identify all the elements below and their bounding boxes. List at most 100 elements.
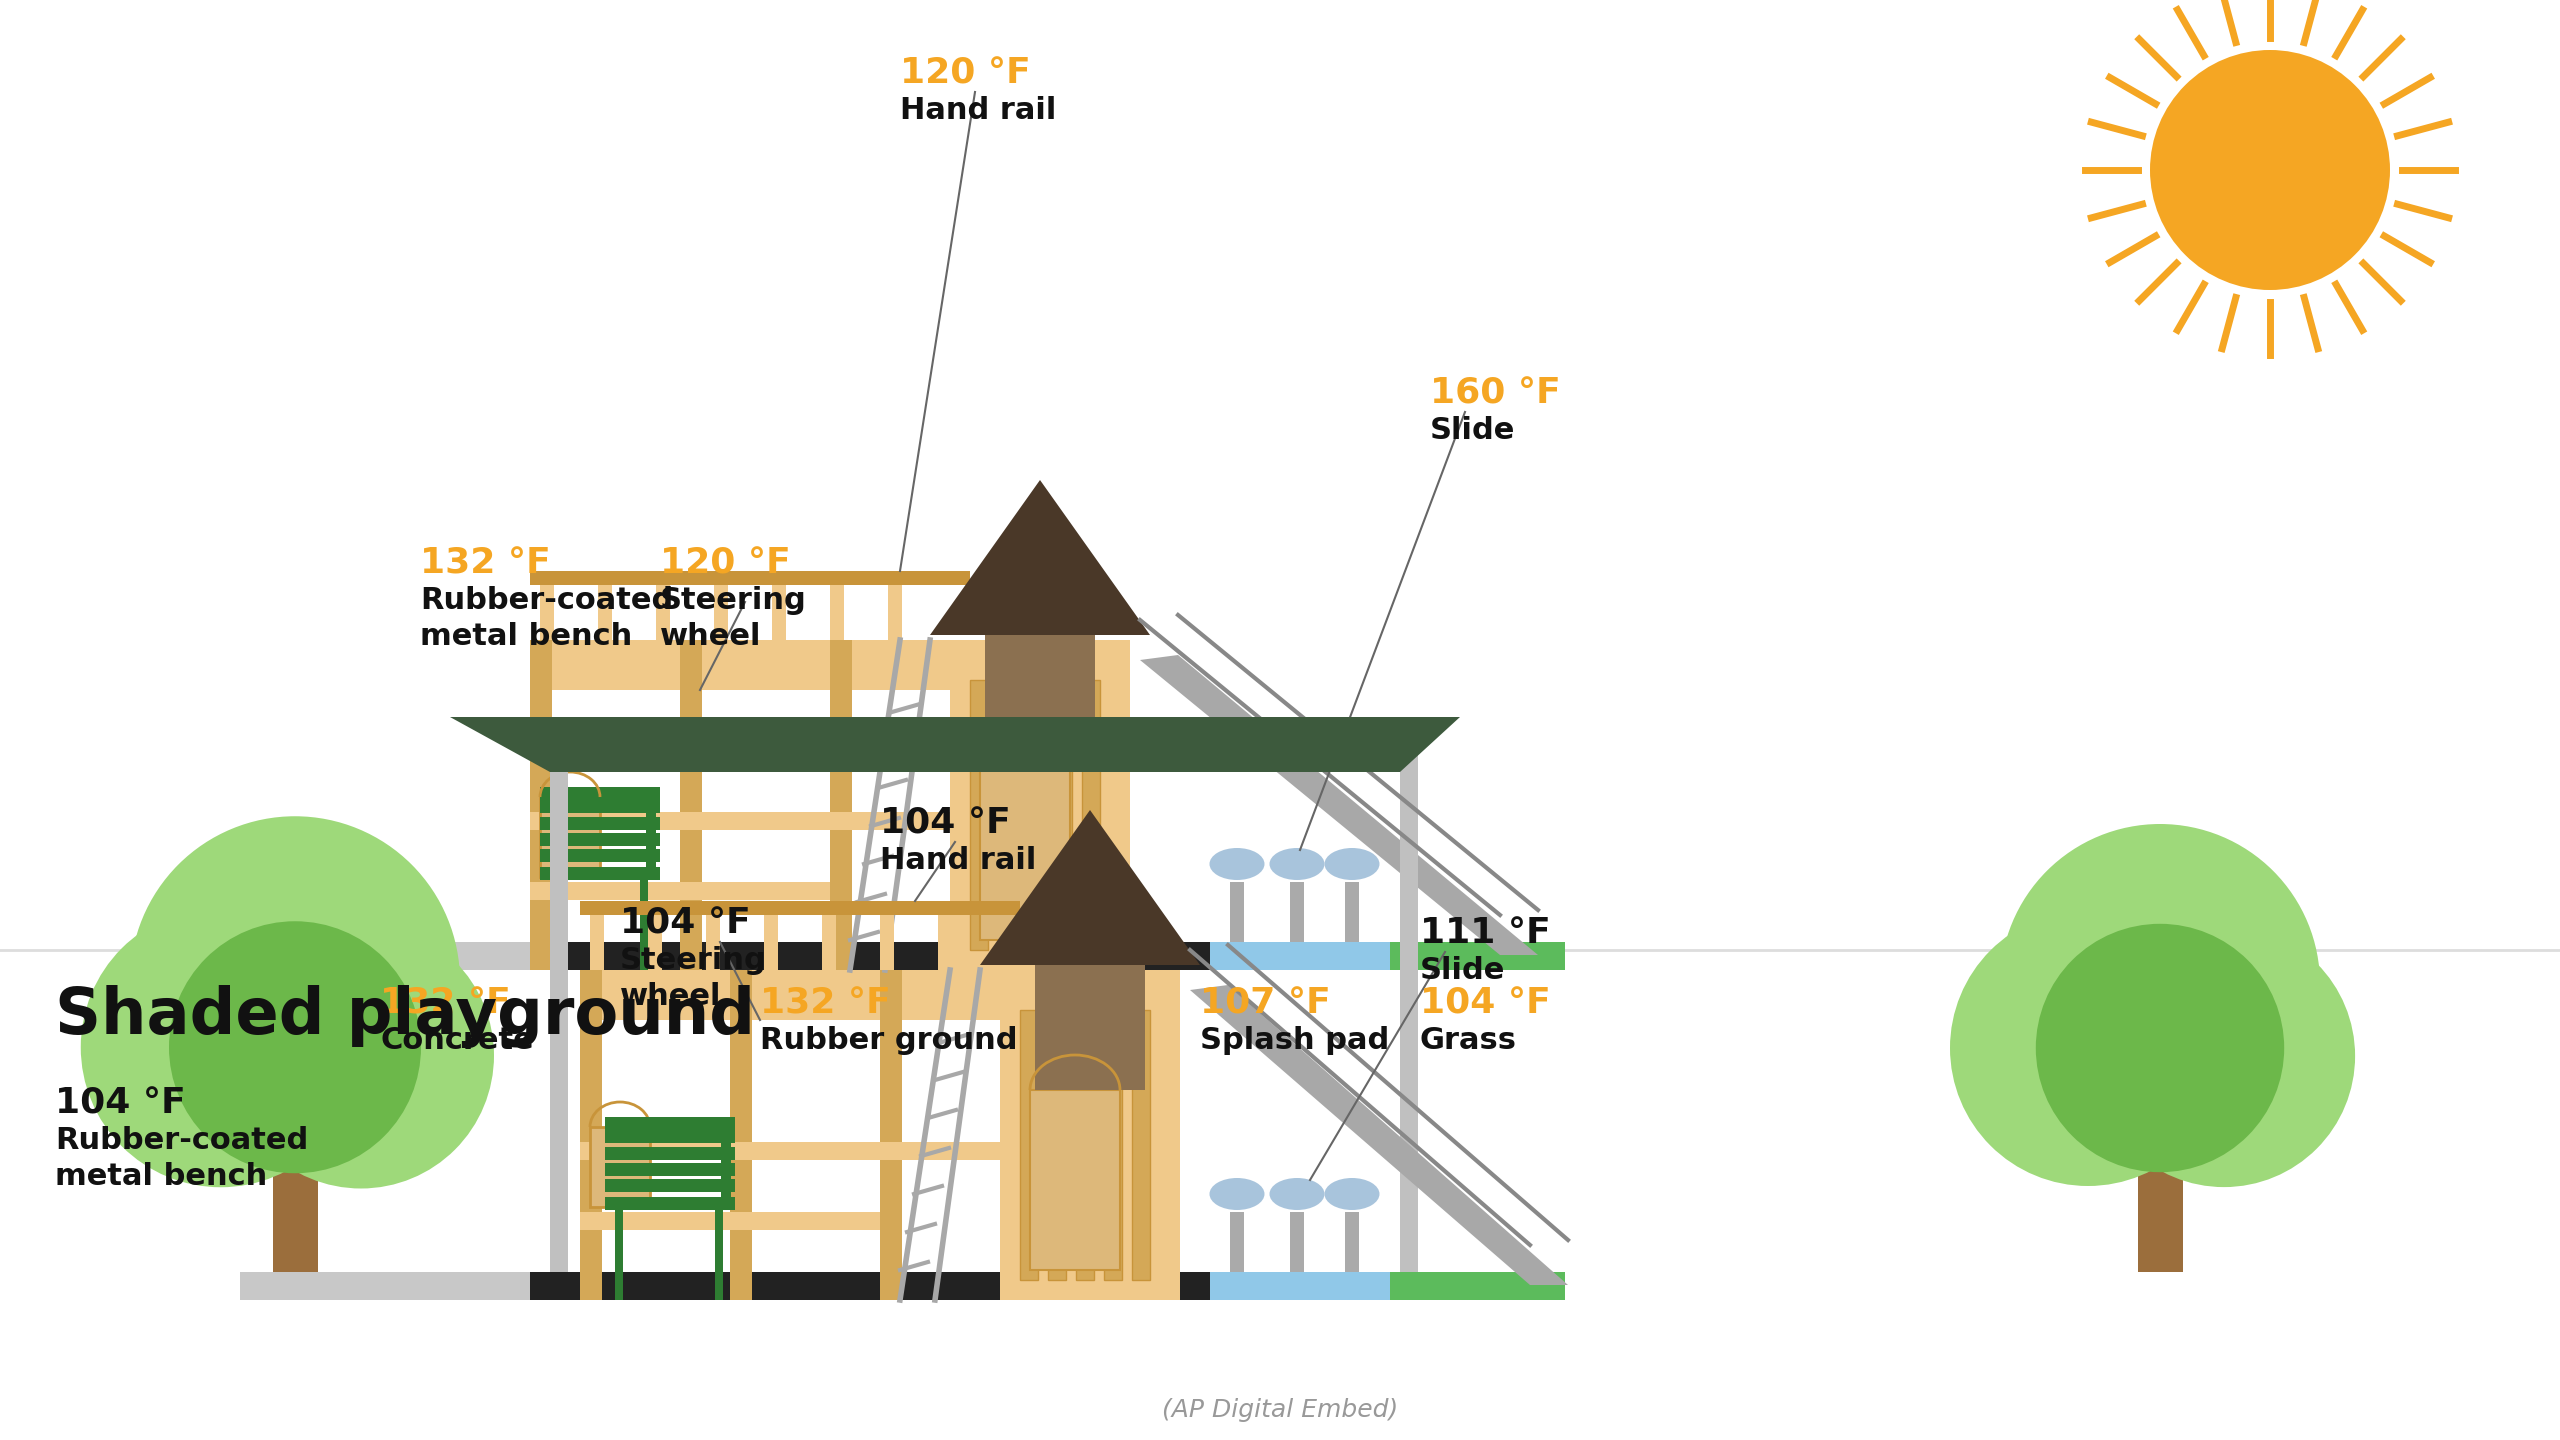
FancyBboxPatch shape (589, 1128, 650, 1207)
FancyBboxPatch shape (1029, 1090, 1119, 1270)
FancyBboxPatch shape (581, 901, 1019, 914)
Circle shape (131, 816, 461, 1146)
FancyBboxPatch shape (640, 880, 648, 971)
FancyBboxPatch shape (589, 910, 604, 971)
FancyBboxPatch shape (986, 631, 1096, 760)
Circle shape (2094, 924, 2355, 1187)
FancyBboxPatch shape (604, 1197, 735, 1210)
FancyBboxPatch shape (1001, 971, 1180, 1300)
FancyBboxPatch shape (1290, 881, 1303, 942)
Ellipse shape (1324, 848, 1380, 880)
Ellipse shape (1208, 848, 1265, 880)
FancyBboxPatch shape (530, 1272, 1211, 1300)
FancyBboxPatch shape (604, 1148, 735, 1161)
Text: 104 °F: 104 °F (54, 1086, 187, 1120)
FancyBboxPatch shape (1027, 680, 1044, 950)
Ellipse shape (1324, 1178, 1380, 1210)
FancyBboxPatch shape (530, 639, 980, 690)
Text: Shaded playground: Shaded playground (54, 985, 755, 1048)
FancyBboxPatch shape (1047, 1009, 1065, 1280)
FancyBboxPatch shape (1344, 1212, 1359, 1272)
Text: 111 °F: 111 °F (1421, 916, 1551, 950)
FancyBboxPatch shape (1229, 881, 1244, 942)
FancyBboxPatch shape (714, 580, 727, 639)
FancyBboxPatch shape (1290, 1212, 1303, 1272)
FancyBboxPatch shape (1400, 744, 1418, 1272)
FancyBboxPatch shape (540, 801, 660, 814)
FancyBboxPatch shape (550, 880, 558, 971)
FancyBboxPatch shape (2138, 1071, 2184, 1272)
Text: 107 °F: 107 °F (1201, 986, 1331, 1020)
FancyBboxPatch shape (241, 942, 530, 971)
Circle shape (169, 922, 420, 1174)
FancyBboxPatch shape (1019, 1009, 1037, 1280)
Text: 132 °F: 132 °F (420, 546, 550, 580)
FancyBboxPatch shape (1103, 1009, 1121, 1280)
FancyBboxPatch shape (655, 580, 671, 639)
FancyBboxPatch shape (881, 971, 901, 1300)
Circle shape (1951, 910, 2227, 1187)
Text: Rubber-coated
metal bench: Rubber-coated metal bench (420, 586, 673, 651)
FancyBboxPatch shape (1034, 960, 1144, 1090)
FancyBboxPatch shape (950, 639, 1129, 971)
Polygon shape (1190, 985, 1567, 1284)
Ellipse shape (1208, 1178, 1265, 1210)
FancyBboxPatch shape (822, 910, 837, 971)
Polygon shape (1139, 655, 1539, 955)
Text: (AP Digital Embed): (AP Digital Embed) (1162, 1398, 1398, 1423)
FancyBboxPatch shape (540, 867, 660, 880)
Text: Hand rail: Hand rail (901, 96, 1057, 125)
FancyBboxPatch shape (540, 816, 660, 829)
FancyBboxPatch shape (599, 580, 612, 639)
FancyBboxPatch shape (530, 881, 829, 900)
FancyBboxPatch shape (581, 971, 602, 1300)
Circle shape (82, 907, 361, 1187)
Text: 120 °F: 120 °F (901, 56, 1032, 91)
FancyBboxPatch shape (829, 639, 852, 971)
FancyBboxPatch shape (540, 788, 660, 801)
FancyBboxPatch shape (722, 1125, 732, 1210)
Text: Grass: Grass (1421, 1025, 1518, 1056)
FancyBboxPatch shape (530, 572, 970, 585)
Ellipse shape (1270, 1178, 1324, 1210)
Circle shape (228, 923, 494, 1188)
FancyBboxPatch shape (645, 801, 655, 880)
Text: Splash pad: Splash pad (1201, 1025, 1390, 1056)
FancyBboxPatch shape (998, 680, 1016, 950)
FancyBboxPatch shape (980, 760, 1070, 940)
FancyBboxPatch shape (707, 910, 719, 971)
FancyBboxPatch shape (1083, 680, 1101, 950)
Text: Rubber-coated
metal bench: Rubber-coated metal bench (54, 1126, 307, 1191)
Text: 132 °F: 132 °F (379, 986, 512, 1020)
FancyBboxPatch shape (581, 1142, 1029, 1161)
FancyBboxPatch shape (888, 580, 901, 639)
Text: Slide: Slide (1421, 956, 1505, 985)
FancyBboxPatch shape (550, 744, 568, 1272)
FancyBboxPatch shape (970, 680, 988, 950)
Text: 104 °F: 104 °F (620, 906, 750, 940)
FancyBboxPatch shape (1390, 1272, 1564, 1300)
FancyBboxPatch shape (1344, 881, 1359, 942)
Circle shape (1999, 824, 2319, 1143)
FancyBboxPatch shape (1390, 942, 1564, 971)
FancyBboxPatch shape (937, 910, 952, 971)
Polygon shape (980, 809, 1201, 965)
FancyBboxPatch shape (1132, 1009, 1149, 1280)
FancyBboxPatch shape (581, 971, 1029, 1020)
Text: 132 °F: 132 °F (760, 986, 891, 1020)
FancyBboxPatch shape (829, 580, 845, 639)
FancyBboxPatch shape (648, 910, 663, 971)
Text: 104 °F: 104 °F (881, 806, 1011, 840)
FancyBboxPatch shape (530, 812, 980, 829)
Circle shape (2035, 924, 2284, 1172)
Text: Slide: Slide (1431, 416, 1516, 445)
FancyBboxPatch shape (540, 850, 660, 863)
FancyBboxPatch shape (274, 1071, 317, 1272)
FancyBboxPatch shape (881, 910, 893, 971)
Text: Hand rail: Hand rail (881, 847, 1037, 876)
FancyBboxPatch shape (1211, 942, 1390, 971)
FancyBboxPatch shape (540, 580, 553, 639)
Text: 160 °F: 160 °F (1431, 376, 1562, 410)
Polygon shape (929, 480, 1149, 635)
FancyBboxPatch shape (241, 1272, 530, 1300)
